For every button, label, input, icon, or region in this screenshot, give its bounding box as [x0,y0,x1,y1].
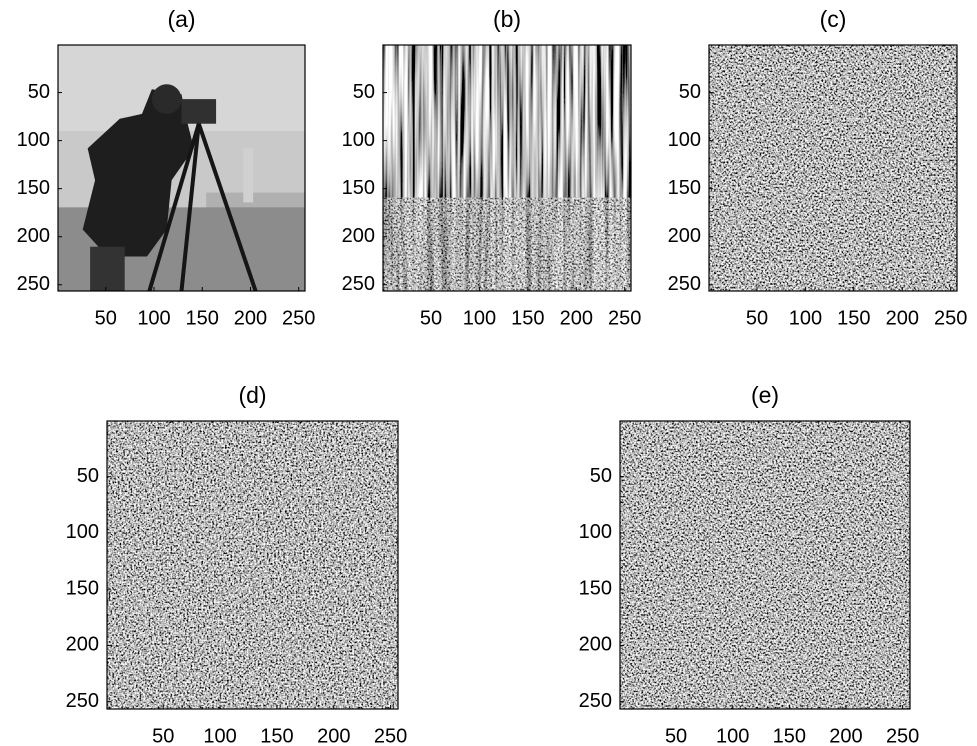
x-tick-label: 150 [837,307,870,329]
x-tick-label: 50 [95,307,117,329]
y-tick-label: 100 [668,129,701,151]
x-tick-label: 250 [934,307,967,329]
x-tick-label: 250 [608,307,641,329]
y-tick-label: 250 [66,690,99,712]
x-tick-label: 150 [186,307,219,329]
image [107,421,398,709]
subplot: (c) 50 100 150 200 250 50 100 150 200 250 [668,6,968,329]
subplot: (a) 50 100 150 200 250 50 100 150 200 250 [17,6,316,329]
y-tick-label: 150 [342,177,375,199]
subplot: (e) 50 100 150 200 250 50 100 150 200 250 [579,382,920,746]
subplot-title: (b) [493,6,521,32]
x-tick-label: 150 [260,725,293,746]
y-tick-label: 200 [579,634,612,656]
image-camera [181,99,217,124]
x-tick-label: 50 [665,725,687,746]
x-tick-label: 250 [886,725,919,746]
y-tick-label: 100 [66,521,99,543]
y-tick-label: 150 [668,177,701,199]
axes-frame [106,420,399,710]
image-tripod [196,123,258,292]
x-tick-label: 100 [203,725,236,746]
y-tick-label: 50 [28,81,50,103]
y-tick-label: 50 [679,81,701,103]
y-tick-label: 250 [17,273,50,295]
x-tick-label: 100 [716,725,749,746]
x-tick-label: 50 [420,307,442,329]
image-tripod [147,123,201,292]
x-tick-label: 200 [829,725,862,746]
y-tick-label: 100 [342,129,375,151]
x-tick-label: 250 [374,725,407,746]
y-tick-label: 100 [579,521,612,543]
subplot-title: (e) [751,382,779,408]
x-tick-label: 50 [746,307,768,329]
y-tick-label: 150 [579,577,612,599]
y-tick-label: 150 [17,177,50,199]
axes-frame [619,420,911,710]
image-buildings [206,192,305,210]
subplot-title: (a) [167,6,195,32]
y-tick-label: 250 [579,690,612,712]
subplot: (b) 50 100 150 200 250 50 100 150 200 250 [342,6,642,329]
y-tick-label: 250 [668,273,701,295]
y-tick-label: 200 [17,225,50,247]
subplot-title: (d) [238,382,266,408]
x-tick-label: 100 [137,307,170,329]
x-tick-label: 200 [234,307,267,329]
x-tick-label: 50 [152,725,174,746]
subplot: (d) 50 100 150 200 250 50 100 150 200 250 [66,382,408,746]
x-tick-label: 200 [886,307,919,329]
x-tick-label: 150 [773,725,806,746]
x-tick-label: 200 [560,307,593,329]
image-coat [82,89,194,257]
y-tick-label: 50 [353,81,375,103]
x-tick-label: 250 [282,307,315,329]
x-tick-label: 200 [317,725,350,746]
axes-frame [57,44,306,292]
subplot-title: (c) [820,6,847,32]
y-tick-label: 100 [17,129,50,151]
image-noise-part [383,197,631,291]
image-head [151,84,182,114]
x-tick-label: 100 [463,307,496,329]
axes-frame [708,44,958,292]
x-tick-label: 100 [789,307,822,329]
image [620,421,910,709]
y-tick-label: 150 [66,577,99,599]
y-tick-label: 50 [77,465,99,487]
image [709,45,957,291]
y-tick-label: 250 [342,273,375,295]
image-tower [243,148,254,203]
image-tripod [179,123,201,292]
y-tick-label: 50 [590,465,612,487]
axes-frame [382,44,632,292]
image-legs [90,246,125,291]
x-tick-label: 150 [511,307,544,329]
y-tick-label: 200 [342,225,375,247]
y-tick-label: 200 [66,634,99,656]
y-tick-label: 200 [668,225,701,247]
